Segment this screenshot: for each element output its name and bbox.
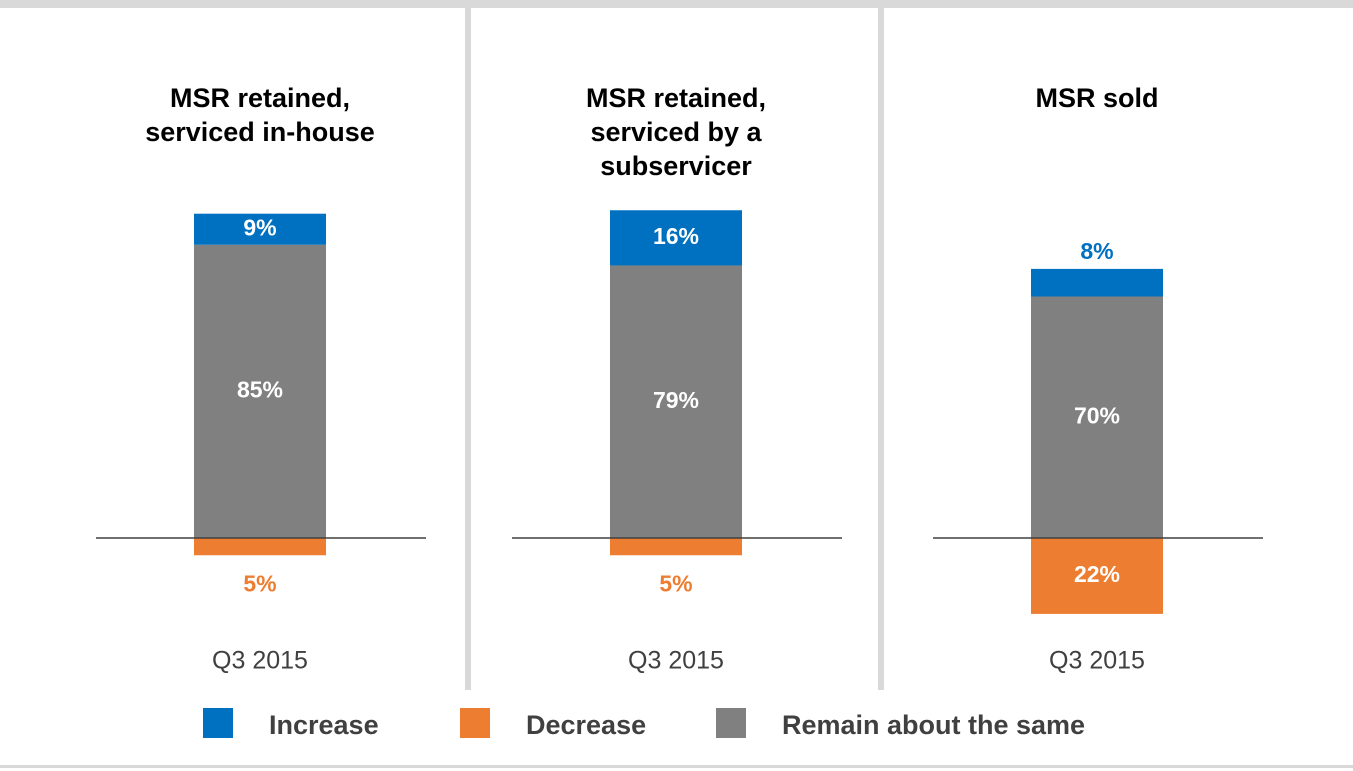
legend-label: Remain about the same <box>782 710 1085 740</box>
x-tick-label: Q3 2015 <box>628 647 724 675</box>
divider <box>465 8 471 690</box>
value-label: 9% <box>243 214 276 240</box>
panel-title: subservicer <box>600 151 752 181</box>
x-tick-label: Q3 2015 <box>212 647 308 675</box>
value-label: 22% <box>1074 561 1120 587</box>
bar-segment <box>194 244 326 538</box>
bottom-line <box>0 765 1353 768</box>
panel-title: serviced in-house <box>145 117 375 147</box>
bar-segment <box>610 538 742 556</box>
bar-segment <box>1031 296 1163 538</box>
value-label: 5% <box>659 570 692 596</box>
panel-title: MSR retained, <box>586 83 766 113</box>
legend-label: Decrease <box>526 710 646 740</box>
value-label: 79% <box>653 387 699 413</box>
panel-title: serviced by a <box>590 117 762 147</box>
bar-segment <box>610 265 742 538</box>
legend-swatch <box>460 708 490 738</box>
value-label: 5% <box>243 570 276 596</box>
x-tick-label: Q3 2015 <box>1049 647 1145 675</box>
bar-segment <box>610 210 742 266</box>
bar-segment <box>194 213 326 245</box>
panel-title: MSR retained, <box>170 83 350 113</box>
bar-segment <box>1031 268 1163 297</box>
legend-label: Increase <box>269 710 379 740</box>
value-label: 85% <box>237 376 283 402</box>
value-label: 8% <box>1080 238 1113 264</box>
panel-title: MSR sold <box>1035 83 1158 113</box>
value-label: 70% <box>1074 402 1120 428</box>
top-band <box>0 0 1353 8</box>
legend-swatch <box>716 708 746 738</box>
bar-segment <box>1031 538 1163 614</box>
legend-swatch <box>203 708 233 738</box>
value-label: 16% <box>653 223 699 249</box>
bar-segment <box>194 538 326 556</box>
divider <box>878 8 884 690</box>
